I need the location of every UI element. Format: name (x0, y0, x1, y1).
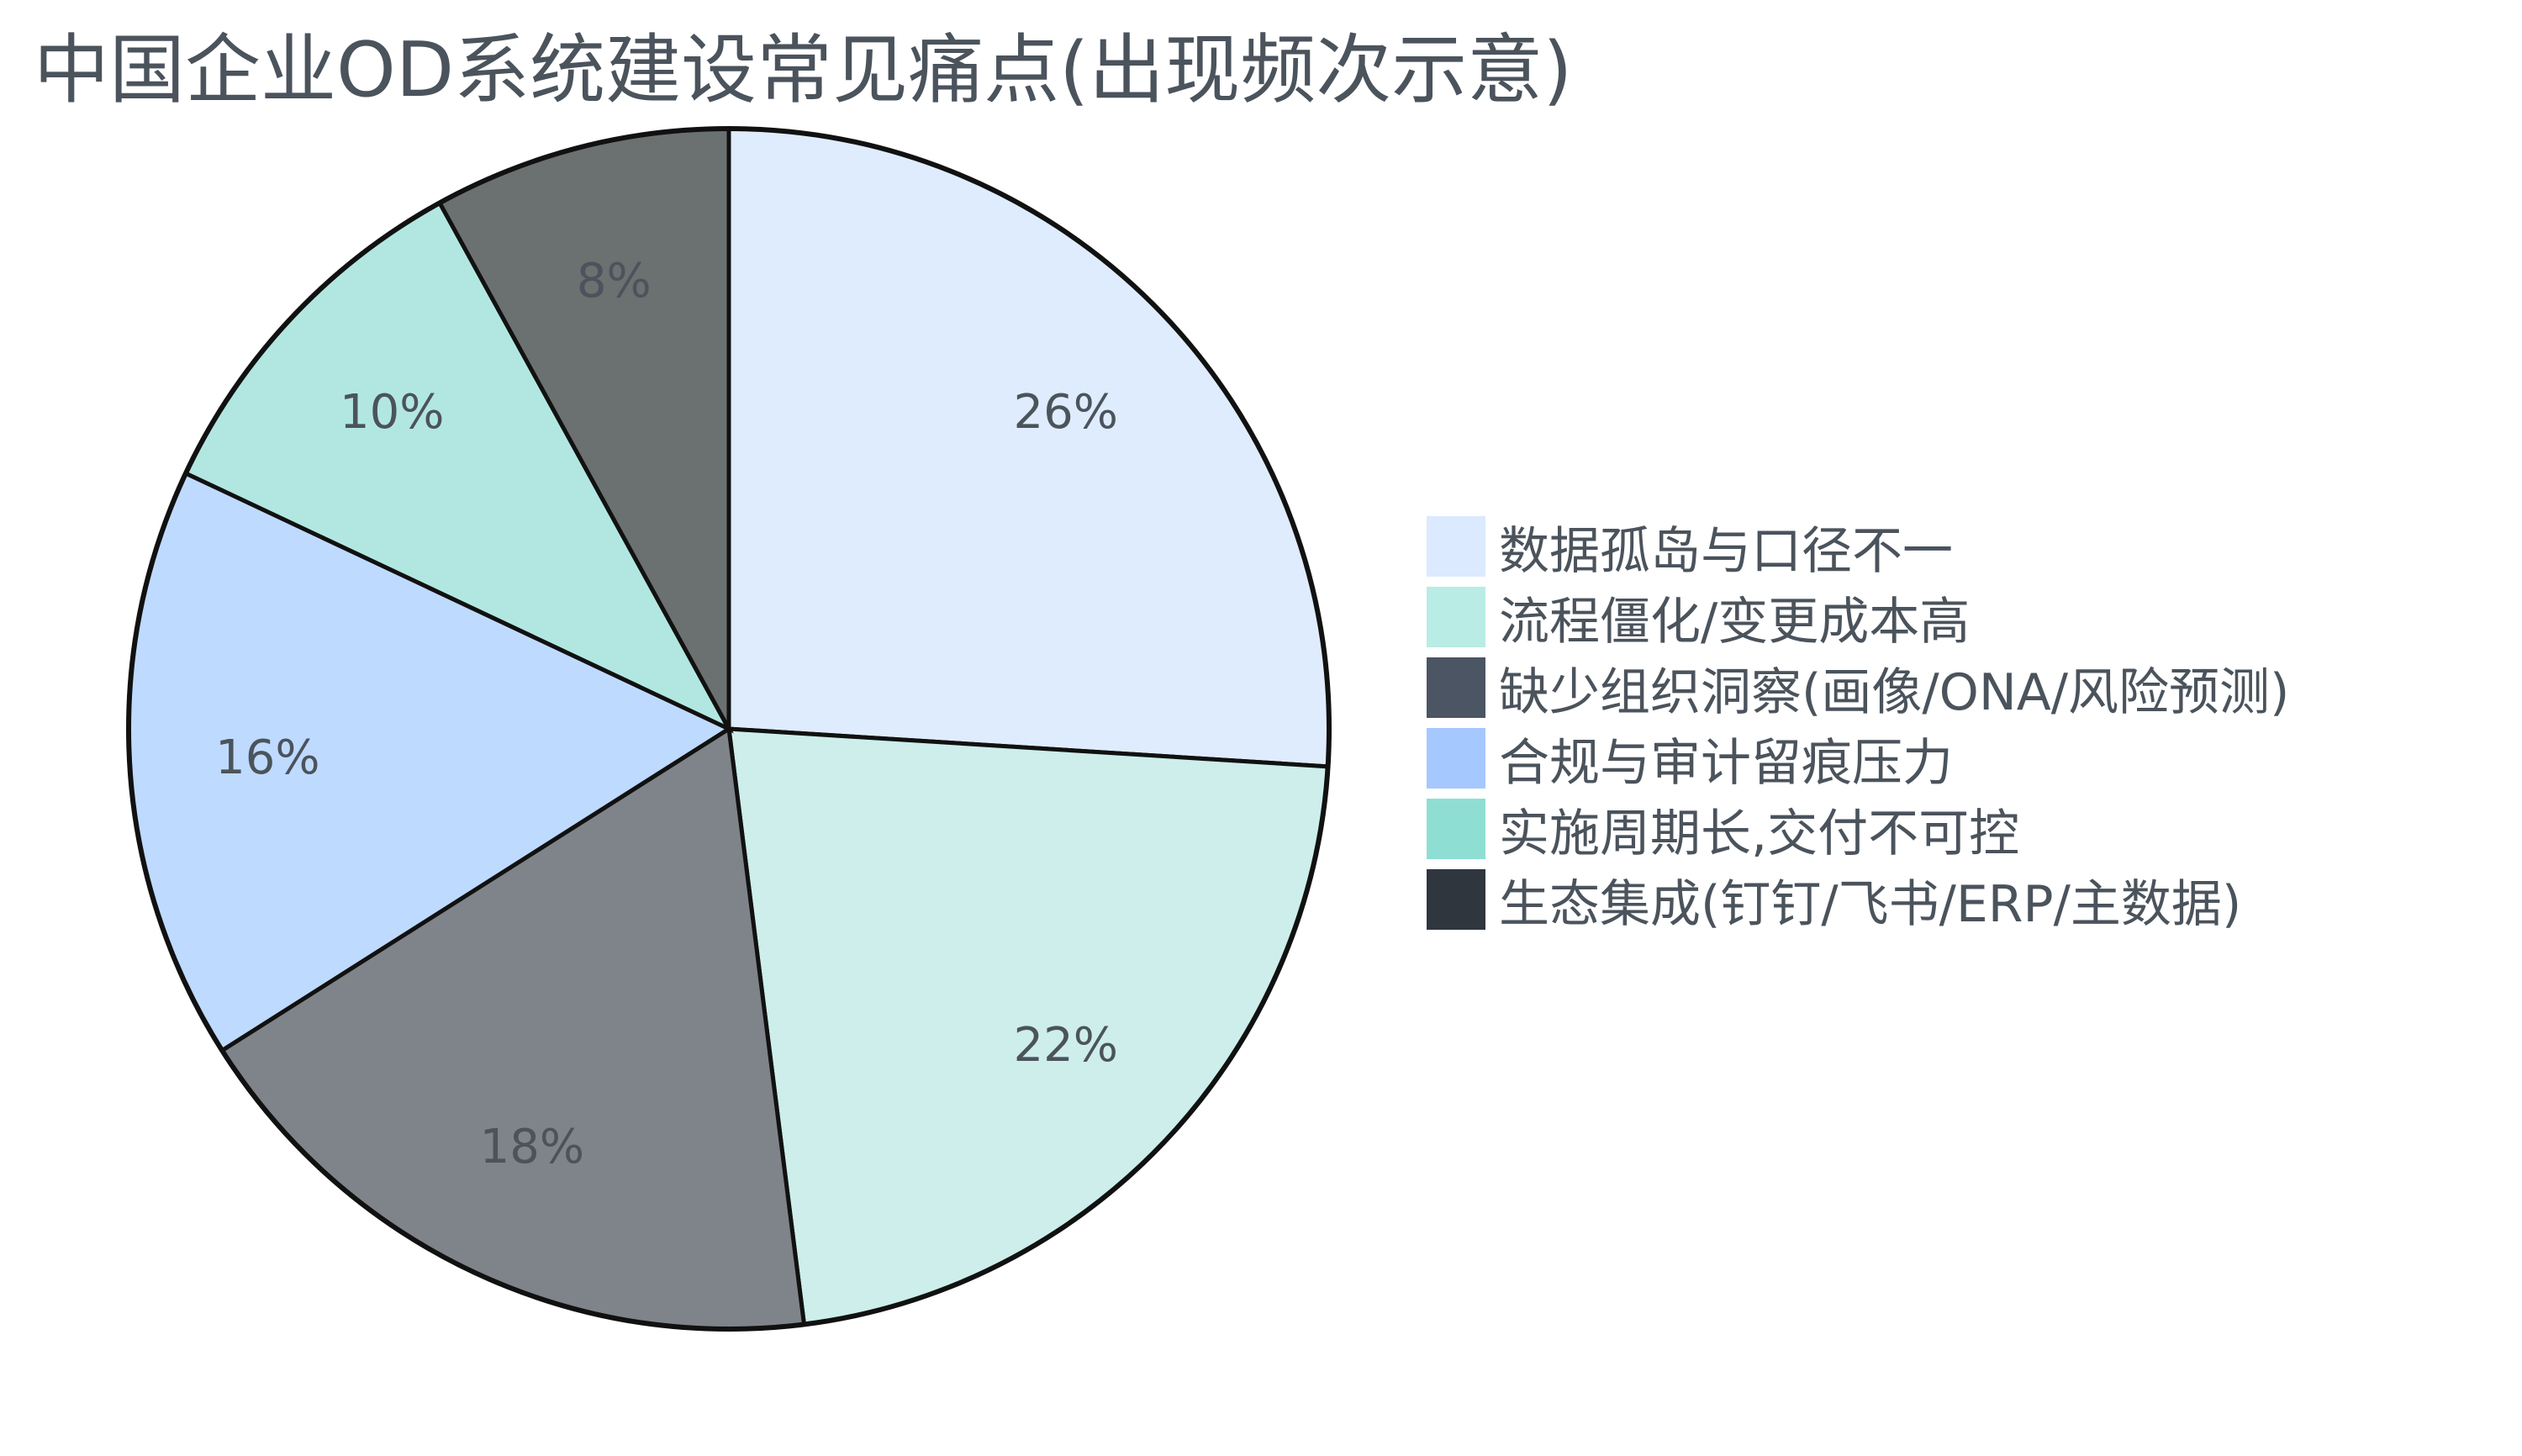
pie-slice (726, 126, 1332, 769)
legend-swatch (1427, 799, 1485, 859)
legend-swatch (1427, 587, 1485, 647)
legend-label: 流程僵化/变更成本高 (1499, 592, 1971, 652)
legend-swatch (1427, 728, 1485, 789)
legend-item[interactable]: 数据孤岛与口径不一 (1427, 511, 2289, 582)
pie-outline (126, 126, 1332, 1332)
slice-label: 10% (340, 385, 444, 440)
slice-label: 18% (480, 1120, 584, 1174)
legend-item[interactable]: 生态集成(钉钉/飞书/ERP/主数据) (1427, 864, 2289, 935)
legend-label: 合规与审计留痕压力 (1499, 733, 1953, 793)
legend-label: 实施周期长,交付不可控 (1499, 804, 2020, 863)
slice-label: 8% (577, 254, 652, 309)
legend-item[interactable]: 缺少组织洞察(画像/ONA/风险预测) (1427, 652, 2289, 723)
legend-swatch (1427, 516, 1485, 577)
legend-item[interactable]: 实施周期长,交付不可控 (1427, 794, 2289, 864)
slice-label: 22% (1014, 1018, 1118, 1073)
slice-label: 16% (215, 731, 319, 785)
legend-item[interactable]: 流程僵化/变更成本高 (1427, 582, 2289, 652)
legend-label: 缺少组织洞察(画像/ONA/风险预测) (1499, 662, 2290, 722)
legend-item[interactable]: 合规与审计留痕压力 (1427, 723, 2289, 794)
legend-label: 数据孤岛与口径不一 (1499, 521, 1953, 581)
legend-label: 生态集成(钉钉/飞书/ERP/主数据) (1499, 874, 2242, 934)
legend-swatch (1427, 657, 1485, 718)
slice-label: 26% (1014, 385, 1118, 440)
chart-title: 中国企业OD系统建设常见痛点(出现频次示意) (34, 26, 1573, 114)
legend: 数据孤岛与口径不一 流程僵化/变更成本高缺少组织洞察(画像/ONA/风险预测) 合规… (1427, 511, 2289, 935)
legend-swatch (1427, 869, 1485, 930)
